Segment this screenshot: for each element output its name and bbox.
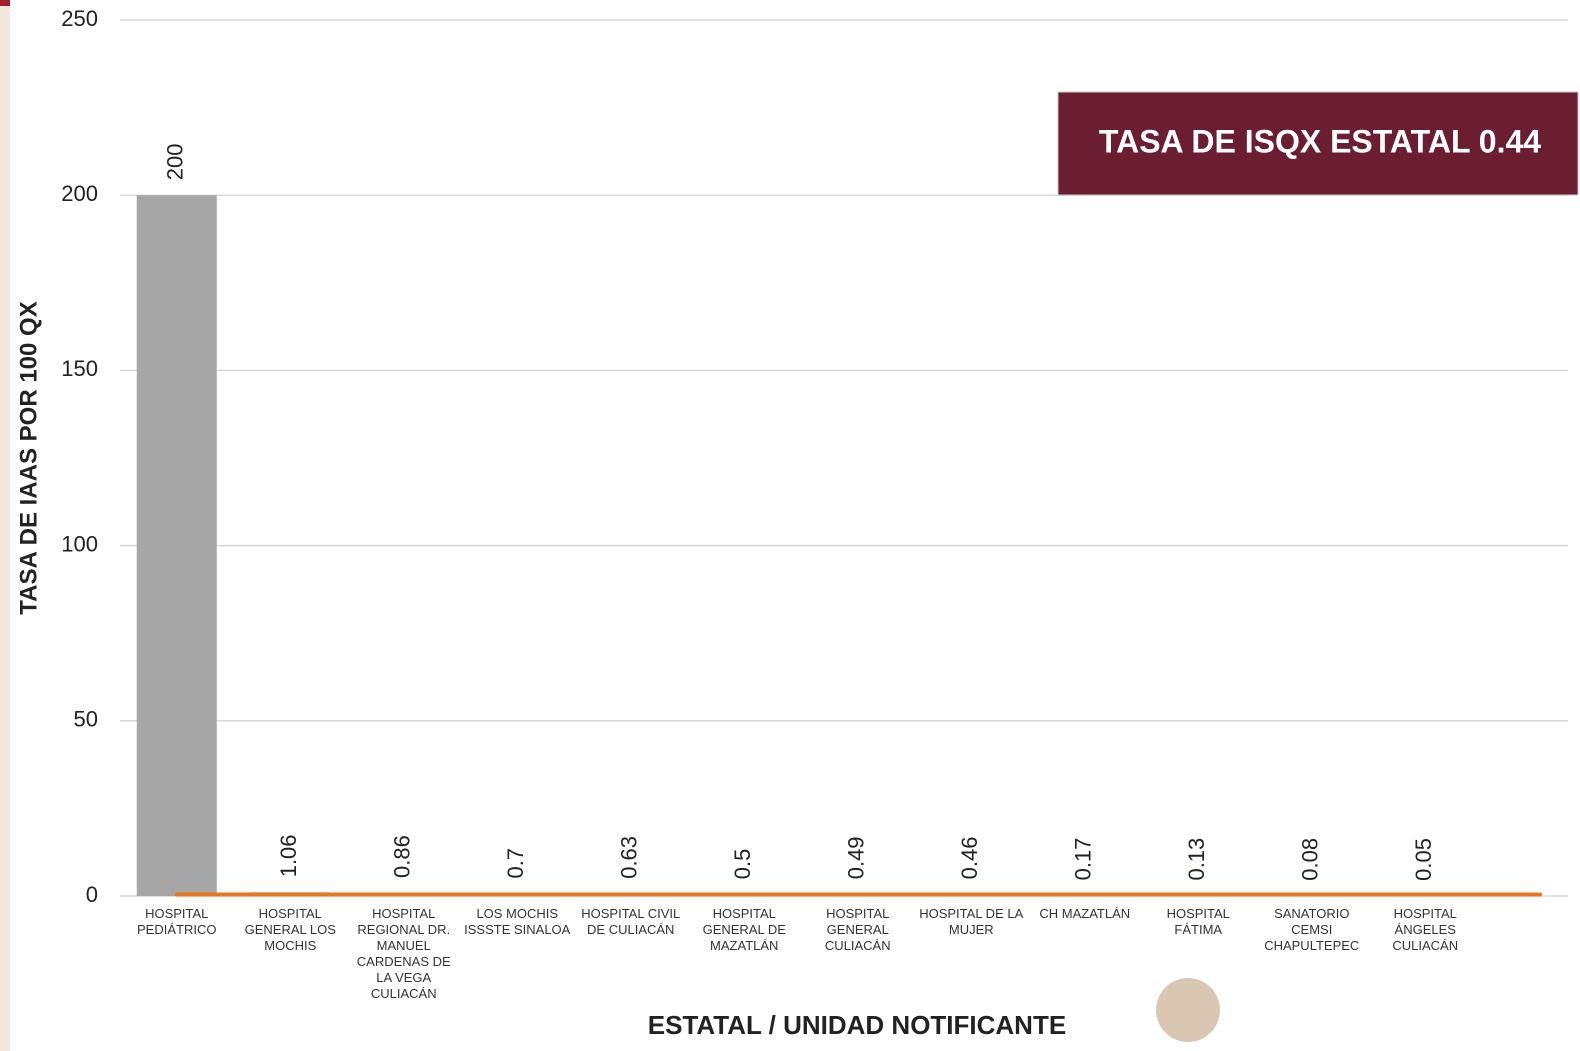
value-label: 0.13 (1184, 838, 1209, 881)
y-axis-title: TASA DE IAAS POR 100 QX (15, 301, 42, 614)
x-tick-label: HOSPITAL REGIONAL DR. MANUEL CARDENAS DE… (356, 906, 451, 1001)
value-label: 0.17 (1071, 838, 1096, 881)
y-tick-label: 0 (86, 882, 98, 907)
value-label: 0.86 (390, 835, 415, 878)
value-label: 0.49 (844, 836, 869, 879)
x-axis-title: ESTATAL / UNIDAD NOTIFICANTE (648, 1010, 1066, 1040)
value-label: 0.46 (957, 837, 982, 880)
value-label: 0.5 (730, 849, 755, 880)
y-tick-label: 50 (74, 707, 98, 732)
value-label: 0.05 (1411, 838, 1436, 881)
value-label: 0.7 (503, 848, 528, 879)
value-label: 0.08 (1298, 838, 1323, 881)
annotation-text: TASA DE ISQX ESTATAL 0.44 (1099, 123, 1541, 159)
annotation: TASA DE ISQX ESTATAL 0.44 (1057, 91, 1579, 196)
y-tick-label: 150 (61, 356, 98, 381)
x-tick-label: HOSPITAL DE LA MUJER (919, 906, 1024, 937)
x-tick-label: LOS MOCHIS ISSSTE SINALOA (464, 906, 571, 937)
x-tick-label: SANATORIO CEMSI CHAPULTEPEC (1264, 906, 1360, 953)
bar (136, 195, 217, 896)
x-tick-label: HOSPITAL GENERAL LOS MOCHIS (244, 906, 336, 953)
x-tick-label: HOSPITAL CIVIL DE CULIACÁN (581, 906, 681, 937)
side-strip (0, 0, 10, 1051)
value-label: 0.63 (617, 836, 642, 879)
x-tick-label: HOSPITAL GENERAL DE MAZATLÁN (702, 906, 786, 953)
x-tick-label: HOSPITAL GENERAL CULIACÁN (824, 906, 891, 953)
x-tick-label: HOSPITAL FÁTIMA (1166, 906, 1230, 937)
value-label: 200 (163, 143, 188, 180)
y-tick-label: 100 (61, 531, 98, 556)
y-tick-label: 200 (61, 181, 98, 206)
x-tick-label: CH MAZATLÁN (1039, 906, 1131, 921)
portrait (1156, 978, 1220, 1042)
annotation-box (1057, 91, 1579, 196)
x-tick-label: HOSPITAL PEDIÁTRICO (137, 906, 217, 937)
y-tick-label: 250 (61, 6, 98, 31)
x-tick-label: HOSPITAL ÁNGELES CULIACÁN (1392, 906, 1459, 953)
value-label: 1.06 (276, 834, 301, 877)
corner-mark (0, 0, 10, 6)
